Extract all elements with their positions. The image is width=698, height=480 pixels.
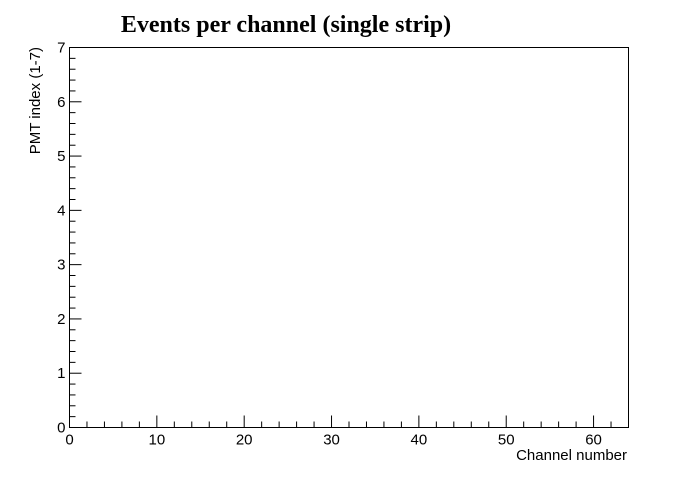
y-tick-label: 7 bbox=[57, 40, 65, 57]
y-axis: 0 1 2 3 4 5 6 7 bbox=[57, 40, 82, 437]
y-tick-label: 1 bbox=[57, 365, 65, 382]
plot-frame bbox=[69, 47, 629, 428]
x-axis-label: Channel number bbox=[516, 447, 627, 464]
x-tick-label: 20 bbox=[236, 432, 253, 449]
y-tick-label: 3 bbox=[57, 257, 65, 274]
y-tick-label: 2 bbox=[57, 311, 65, 328]
x-tick-label: 60 bbox=[585, 432, 602, 449]
x-tick-label: 0 bbox=[65, 432, 73, 449]
chart-title: Events per channel (single strip) bbox=[121, 12, 451, 38]
x-tick-label: 50 bbox=[498, 432, 515, 449]
x-tick-label: 30 bbox=[323, 432, 340, 449]
y-tick-label: 6 bbox=[57, 94, 65, 111]
x-axis: 0 10 20 30 40 50 60 bbox=[65, 415, 629, 449]
y-tick-label: 0 bbox=[57, 420, 65, 437]
y-tick-label: 5 bbox=[57, 148, 65, 165]
y-axis-label: PMT index (1-7) bbox=[27, 47, 44, 154]
y-tick-label: 4 bbox=[57, 202, 65, 219]
x-tick-label: 10 bbox=[149, 432, 166, 449]
x-tick-label: 40 bbox=[411, 432, 428, 449]
